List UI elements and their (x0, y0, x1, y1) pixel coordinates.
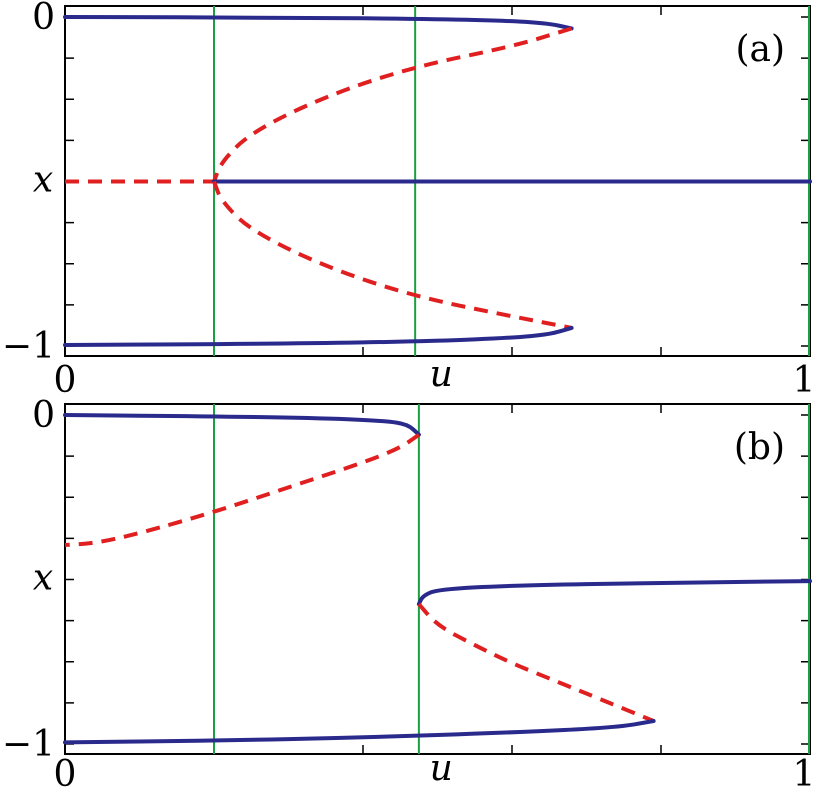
unstable-branch-1 (212, 26, 573, 183)
x-tick-label: 0 (54, 754, 77, 790)
panel-label: (b) (734, 427, 785, 468)
stable-branch-5 (63, 325, 574, 347)
unstable-branch-1 (64, 433, 421, 547)
x-axis-label: u (430, 354, 453, 395)
x-tick-label: 0 (54, 360, 77, 401)
x-tick-label: 1 (793, 360, 816, 401)
unstable-branch-3 (417, 602, 655, 723)
y-axis-label: x (33, 558, 53, 599)
y-tick-label: −1 (2, 724, 55, 765)
unstable-branch-4 (212, 180, 572, 330)
plot-frame (64, 403, 811, 755)
stable-branch-0 (63, 15, 574, 31)
x-axis-label: u (430, 748, 453, 789)
panel-a: 0−1x0 1u(a) (2, 0, 816, 401)
stable-branch-4 (63, 719, 656, 745)
x-tick-label: 1 (793, 754, 816, 790)
panel-b: 0−1x0 1u(b) (2, 395, 816, 790)
y-tick-label: 0 (32, 0, 55, 38)
y-axis-label: x (33, 160, 53, 201)
stable-branch-2 (416, 579, 812, 607)
panel-label: (a) (735, 29, 785, 70)
stable-branch-0 (63, 413, 421, 437)
y-tick-label: −1 (2, 326, 55, 367)
y-tick-label: 0 (32, 395, 55, 436)
